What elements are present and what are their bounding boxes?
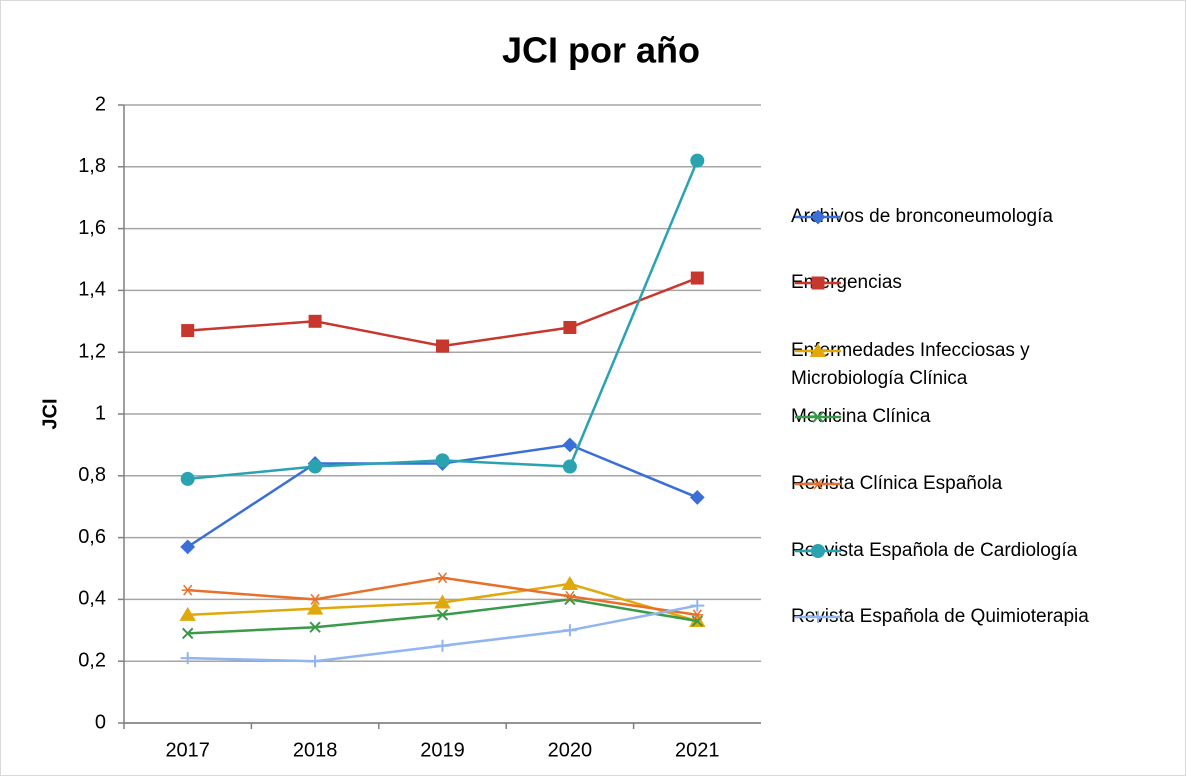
point [181, 584, 194, 596]
point [563, 320, 577, 334]
point [436, 609, 449, 621]
point [181, 324, 195, 338]
point [811, 544, 825, 558]
point [308, 459, 323, 474]
point [309, 593, 322, 605]
point [309, 621, 321, 633]
point [691, 615, 704, 627]
point [690, 153, 705, 168]
point [180, 539, 196, 555]
point [812, 478, 824, 490]
point [179, 606, 196, 621]
point [561, 575, 579, 590]
point [308, 314, 322, 328]
point [811, 611, 825, 623]
x-tick-label: 2020 [548, 739, 593, 761]
point [180, 652, 195, 665]
point [811, 276, 825, 290]
point [434, 594, 451, 609]
point [436, 572, 449, 584]
point [810, 209, 826, 225]
y-tick-label: 0,6 [78, 526, 106, 548]
y-tick-label: 0,8 [78, 464, 106, 486]
point [809, 343, 827, 357]
y-tick-label: 0,2 [78, 649, 106, 671]
point [308, 655, 323, 668]
legend-key [795, 611, 841, 623]
y-tick-label: 0 [95, 711, 106, 733]
point [435, 639, 450, 652]
point [691, 609, 704, 621]
legend-key [795, 544, 841, 558]
y-tick-label: 1,8 [78, 155, 106, 177]
point [181, 627, 194, 640]
y-tick-label: 1,4 [78, 279, 106, 301]
legend-label: Enfermedades Infecciosas y Microbiología… [791, 340, 1030, 389]
y-tick-label: 1 [95, 402, 106, 424]
point [435, 453, 450, 468]
x-tick-label: 2018 [293, 739, 338, 761]
legend-key [795, 209, 841, 225]
legend-label: Revista Clínica Española [791, 473, 1003, 494]
legend-key [795, 478, 841, 490]
legend-item: Enfermedades Infecciosas y Microbiología… [791, 337, 1131, 393]
series-line [187, 160, 699, 481]
legend-label: Medicina Clínica [791, 406, 931, 427]
y-axis-label: JCI [39, 398, 61, 429]
point [689, 490, 705, 505]
legend-key [795, 276, 841, 290]
point [562, 624, 577, 637]
x-tick-label: 2021 [675, 739, 720, 761]
point [690, 271, 704, 285]
point [562, 459, 577, 474]
legend-label: Revista Española de Quimioterapia [791, 606, 1089, 627]
point [690, 599, 705, 612]
legend-label: Resvista Española de Cardiología [791, 540, 1078, 561]
legend-item: Archivos de bronconeumología [791, 203, 1131, 231]
point [812, 411, 824, 423]
legend-item: Revista Española de Quimioterapia [791, 603, 1131, 631]
legend-key [795, 411, 841, 423]
point [436, 339, 449, 353]
series-line [187, 276, 698, 348]
y-tick-label: 0,4 [78, 588, 106, 610]
x-tick-label: 2017 [165, 739, 210, 761]
x-tick-label: 2019 [420, 739, 465, 761]
legend-label: Emergencias [791, 272, 902, 293]
y-tick-label: 1,2 [78, 340, 106, 362]
legend-item: Medicina Clínica [791, 403, 1131, 431]
legend-item: Emergencias [791, 269, 1131, 297]
legend-key [795, 343, 841, 357]
legend-label: Archivos de bronconeumología [791, 206, 1053, 227]
point [562, 437, 578, 453]
point [180, 471, 195, 486]
y-tick-label: 2 [95, 93, 106, 115]
y-tick-label: 1,6 [78, 217, 106, 239]
legend-item: Revista Clínica Española [791, 470, 1131, 498]
legend-item: Resvista Española de Cardiología [791, 537, 1131, 565]
point [306, 600, 324, 615]
chart-title: JCI por año [502, 30, 700, 71]
point [563, 590, 576, 602]
